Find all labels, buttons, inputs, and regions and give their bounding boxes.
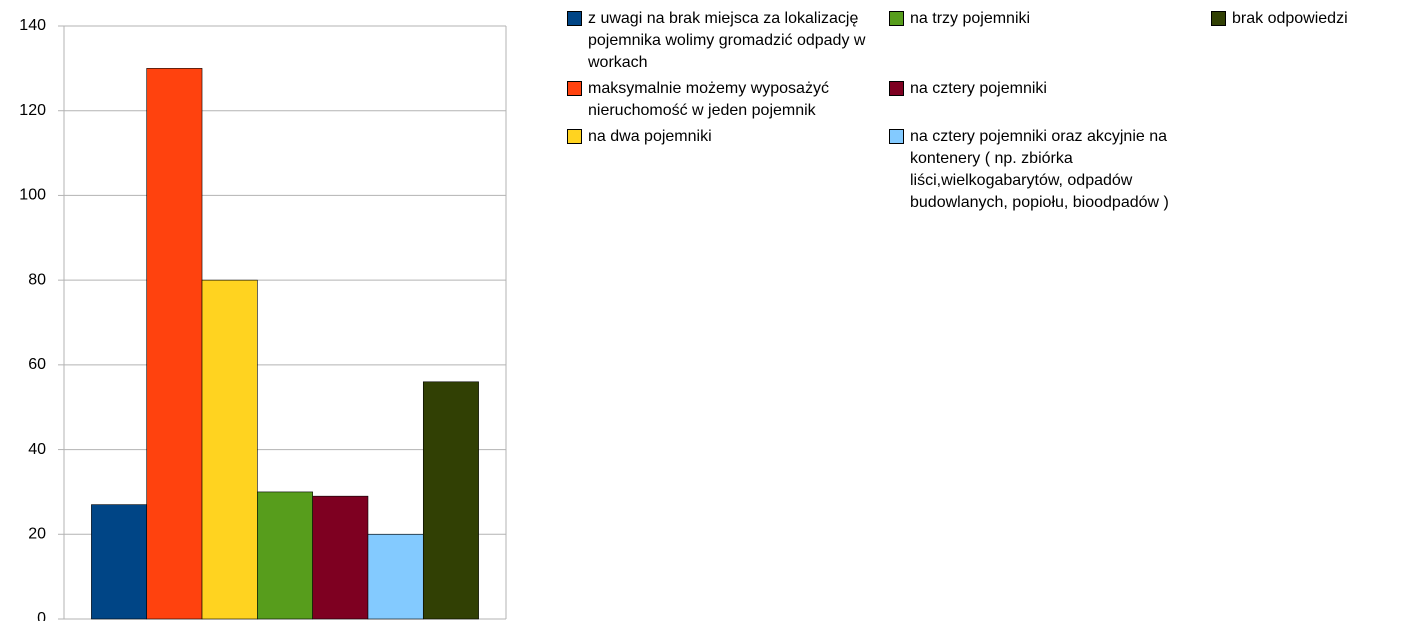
chart: 0 20 40 60 80 100 120 140 [19, 17, 507, 621]
bar [257, 491, 313, 620]
legend-item: na dwa pojemniki [567, 126, 889, 214]
bar [422, 381, 479, 620]
legend-item: na trzy pojemniki [889, 8, 1211, 74]
legend-item: na cztery pojemniki [889, 78, 1211, 122]
legend-item: z uwagi na brak miejsca za lokalizację p… [567, 8, 889, 74]
bar [146, 68, 203, 620]
y-tick-label: 60 [28, 356, 46, 373]
y-tick-label: 80 [28, 271, 46, 288]
bar [367, 533, 424, 620]
y-tick-label: 0 [37, 610, 46, 621]
legend-label: brak odpowiedzi [1232, 10, 1348, 27]
legend-label: maksymalnie możemy wyposażyć nieruchomoś… [588, 80, 829, 119]
legend-item: brak odpowiedzi [1211, 8, 1407, 74]
bar [312, 495, 369, 620]
legend-label: z uwagi na brak miejsca za lokalizację p… [588, 10, 866, 71]
y-tick-label: 120 [19, 102, 46, 119]
legend-swatch [889, 129, 904, 144]
legend-swatch [567, 11, 582, 26]
legend-swatch [567, 81, 582, 96]
legend-label: na cztery pojemniki oraz akcyjnie na kon… [910, 128, 1169, 211]
legend-item: maksymalnie możemy wyposażyć nieruchomoś… [567, 78, 889, 122]
legend-swatch [567, 129, 582, 144]
bar [91, 504, 148, 620]
bar [201, 279, 258, 620]
legend-item: na cztery pojemniki oraz akcyjnie na kon… [889, 126, 1211, 214]
legend-label: na trzy pojemniki [910, 10, 1031, 27]
legend-label: na dwa pojemniki [588, 128, 712, 145]
y-tick-label: 140 [19, 17, 46, 34]
y-tick-label: 40 [28, 441, 46, 458]
y-tick-label: 20 [28, 526, 46, 543]
legend: z uwagi na brak miejsca za lokalizację p… [567, 8, 1407, 214]
legend-swatch [1211, 11, 1226, 26]
y-tick-label: 100 [19, 187, 46, 204]
legend-label: na cztery pojemniki [910, 80, 1047, 97]
legend-swatch [889, 11, 904, 26]
legend-swatch [889, 81, 904, 96]
